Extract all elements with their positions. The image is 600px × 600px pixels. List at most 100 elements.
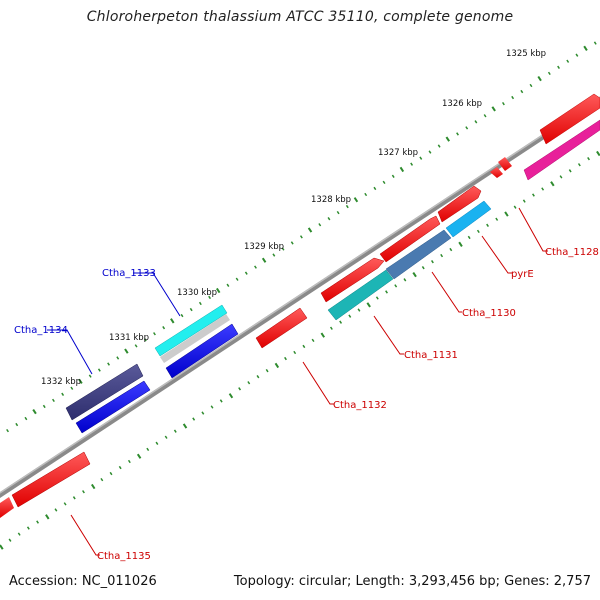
tick-mark-inner-24: [219, 399, 223, 403]
tick-mark-inner-38: [348, 314, 352, 318]
gene-ctha-1128-feature[interactable]: [539, 93, 600, 145]
tick-mark-outer-63: [566, 59, 570, 63]
gene-pyre-lightblue[interactable]: [445, 200, 492, 238]
tick-mark-inner-50: [458, 241, 463, 247]
tick-mark-outer-27: [235, 277, 239, 281]
topology-text: Topology: circular; Length: 3,293,456 bp…: [233, 574, 591, 589]
gene-ctha-1134-blue[interactable]: [75, 380, 151, 434]
tick-mark-inner-64: [587, 157, 591, 161]
tick-mark-outer-15: [124, 348, 129, 354]
tick-mark-inner-9: [82, 490, 85, 494]
tick-mark-outer-25: [215, 287, 221, 294]
genome-backbone: [0, 91, 600, 500]
gene-ctha-1133-grey[interactable]: [160, 314, 230, 363]
gene-label-ctha-1135[interactable]: Ctha_1135: [97, 551, 151, 562]
tick-mark-outer-28: [244, 271, 248, 275]
tick-mark-outer-54: [483, 114, 487, 118]
gene-ctha-1131-red[interactable]: [320, 257, 385, 303]
tick-mark-outer-57: [511, 95, 515, 100]
kbp-label-1332: 1332 kbp: [41, 377, 81, 387]
tick-mark-inner-27: [247, 381, 251, 385]
gene-pyre-upper[interactable]: [498, 157, 512, 171]
tick-mark-inner-43: [394, 284, 398, 288]
tick-mark-outer-56: [501, 101, 505, 106]
tick-mark-inner-42: [385, 290, 388, 294]
gene-label-ctha-1133[interactable]: Ctha_1133: [102, 268, 156, 279]
tick-mark-outer-47: [419, 156, 423, 160]
tick-mark-inner-34: [311, 338, 315, 343]
gene-ctha-1131-teal[interactable]: [327, 269, 394, 321]
gene-ctha-1132-feature[interactable]: [255, 307, 308, 349]
kbp-label-1330: 1330 kbp: [177, 288, 217, 298]
map-title: Chloroherpeton thalassium ATCC 35110, co…: [86, 9, 514, 25]
gene-pyre-feature[interactable]: [490, 167, 503, 178]
tick-mark-outer-10: [78, 378, 83, 384]
gene-ctha-1128-magenta[interactable]: [523, 119, 600, 181]
tick-mark-inner-49: [449, 247, 453, 252]
tick-mark-inner-22: [201, 411, 205, 415]
tick-mark-outer-45: [399, 166, 405, 173]
tick-mark-inner-15: [136, 453, 142, 459]
tick-mark-inner-35: [320, 332, 326, 338]
tick-mark-inner-48: [440, 253, 444, 258]
tick-mark-inner-2: [17, 532, 21, 536]
kbp-label-1331: 1331 kbp: [109, 333, 149, 343]
tick-mark-inner-28: [256, 375, 260, 379]
gene-ctha-1133-blue[interactable]: [165, 323, 239, 379]
tick-mark-inner-53: [486, 223, 489, 227]
tick-mark-inner-32: [293, 350, 297, 355]
tick-mark-outer-39: [345, 204, 349, 209]
gene-label-ctha-1134[interactable]: Ctha_1134: [14, 325, 68, 336]
tick-mark-outer-49: [437, 144, 441, 148]
gene-label-pyre[interactable]: pyrE: [511, 269, 534, 280]
tick-mark-inner-14: [127, 459, 131, 464]
tick-mark-outer-3: [15, 422, 19, 427]
kbp-label-1329: 1329 kbp: [244, 242, 284, 252]
tick-mark-inner-41: [375, 296, 379, 300]
gene-ctha-1133-cyan[interactable]: [154, 304, 228, 357]
tick-mark-outer-33: [290, 241, 294, 245]
tick-mark-inner-63: [577, 163, 581, 167]
kbp-label-1328: 1328 kbp: [311, 195, 351, 205]
tick-mark-inner-7: [63, 502, 67, 506]
tick-mark-inner-0: [0, 544, 4, 550]
tick-mark-inner-19: [173, 429, 177, 433]
tick-mark-outer-50: [445, 136, 451, 142]
gene-label-ctha-1132[interactable]: Ctha_1132: [333, 400, 387, 411]
tick-mark-outer-48: [428, 150, 432, 154]
kbp-label-1326: 1326 kbp: [442, 99, 482, 109]
tick-mark-outer-58: [520, 89, 524, 94]
tick-mark-inner-18: [164, 435, 168, 439]
gene-ctha-1135-feature[interactable]: [11, 451, 91, 508]
tick-mark-inner-56: [513, 205, 517, 209]
tick-mark-inner-4: [36, 520, 40, 524]
tick-mark-inner-55: [504, 211, 509, 217]
tick-mark-outer-18: [153, 332, 156, 336]
tick-mark-outer-61: [547, 71, 551, 76]
tick-mark-outer-20: [170, 318, 175, 324]
gene-label-ctha-1128[interactable]: Ctha_1128: [545, 247, 599, 258]
tick-mark-outer-23: [198, 301, 202, 306]
tick-mark-outer-35: [307, 227, 313, 233]
gene-ctha-1130-steel[interactable]: [385, 229, 452, 280]
gene-ctha-1136-feature[interactable]: [0, 497, 14, 518]
tick-mark-outer-32: [281, 247, 285, 251]
kbp-labels: 1325 kbp 1326 kbp 1327 kbp 1328 kbp 1329…: [41, 49, 546, 387]
tick-mark-inner-20: [182, 423, 188, 429]
gene-label-ctha-1130[interactable]: Ctha_1130: [462, 308, 516, 319]
gene-label-ctha-1131[interactable]: Ctha_1131: [404, 350, 458, 361]
tick-mark-outer-29: [254, 265, 257, 269]
tick-mark-inner-52: [476, 229, 480, 234]
tick-mark-outer-43: [382, 180, 386, 185]
tick-mark-outer-51: [456, 132, 459, 136]
gene-ctha-1134-navy[interactable]: [65, 363, 144, 421]
tick-mark-outer-2: [6, 428, 9, 433]
tick-mark-inner-23: [210, 405, 214, 409]
tick-mark-inner-25: [228, 393, 234, 399]
gene-ctha-1129-feature[interactable]: [437, 185, 482, 223]
gene-ctha-1130-red[interactable]: [379, 215, 441, 263]
tick-mark-outer-19: [162, 326, 166, 330]
tick-mark-inner-65: [596, 150, 600, 157]
tick-mark-inner-31: [284, 356, 287, 361]
